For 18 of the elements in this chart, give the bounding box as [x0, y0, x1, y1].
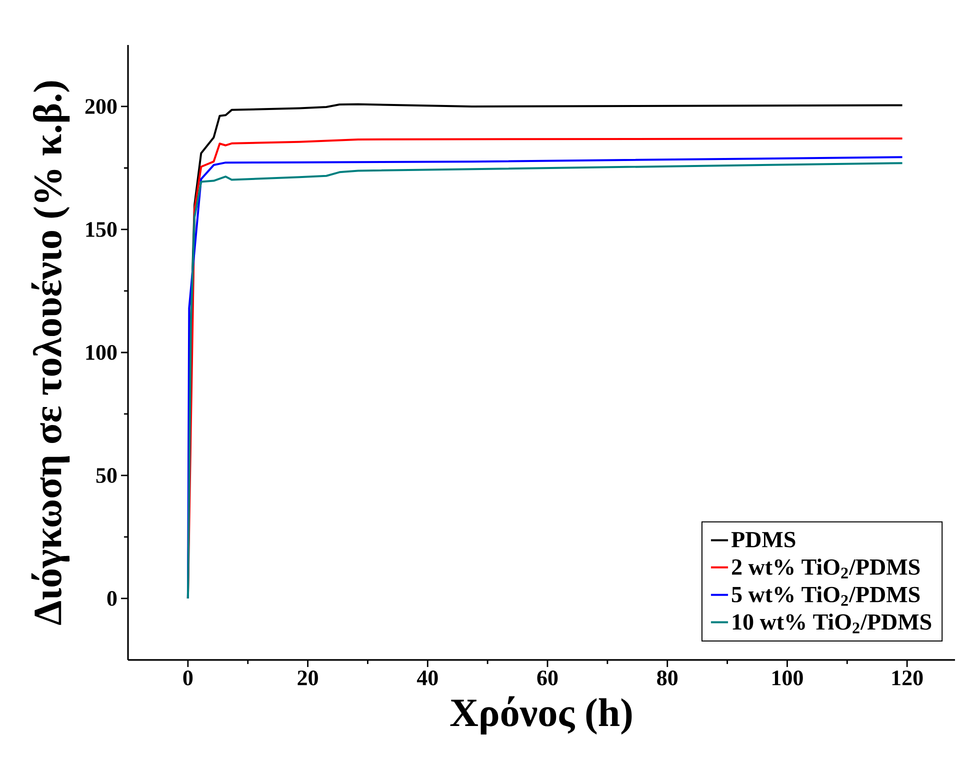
- y-tick-label: 50: [96, 468, 117, 483]
- x-tick-label: 120: [892, 670, 923, 686]
- legend-label: 10 wt% TiO$_{2}$/PDMS: [732, 614, 932, 634]
- x-tick-label: 80: [657, 670, 678, 686]
- x-tick-label: 100: [772, 670, 803, 686]
- legend-label: PDMS: [731, 532, 796, 548]
- y-tick-label: 100: [86, 345, 117, 360]
- x-tick-label: 20: [298, 670, 318, 686]
- y-tick-label: 150: [86, 222, 117, 237]
- x-tick-label: 60: [537, 670, 558, 686]
- y-tick-label: 0: [107, 591, 117, 606]
- x-axis-title: Χρόνος (h): [450, 696, 632, 734]
- legend-label: 5 wt% TiO$_{2}$/PDMS: [732, 586, 920, 606]
- x-tick-label: 40: [416, 670, 438, 686]
- y-axis-title: Διόγκωση σε τολουένιο (% κ.β.): [31, 81, 70, 625]
- y-tick-label: 200: [85, 99, 117, 114]
- x-tick-label: 0: [183, 670, 193, 686]
- legend-label: 2 wt% TiO$_{2}$/PDMS: [732, 558, 920, 578]
